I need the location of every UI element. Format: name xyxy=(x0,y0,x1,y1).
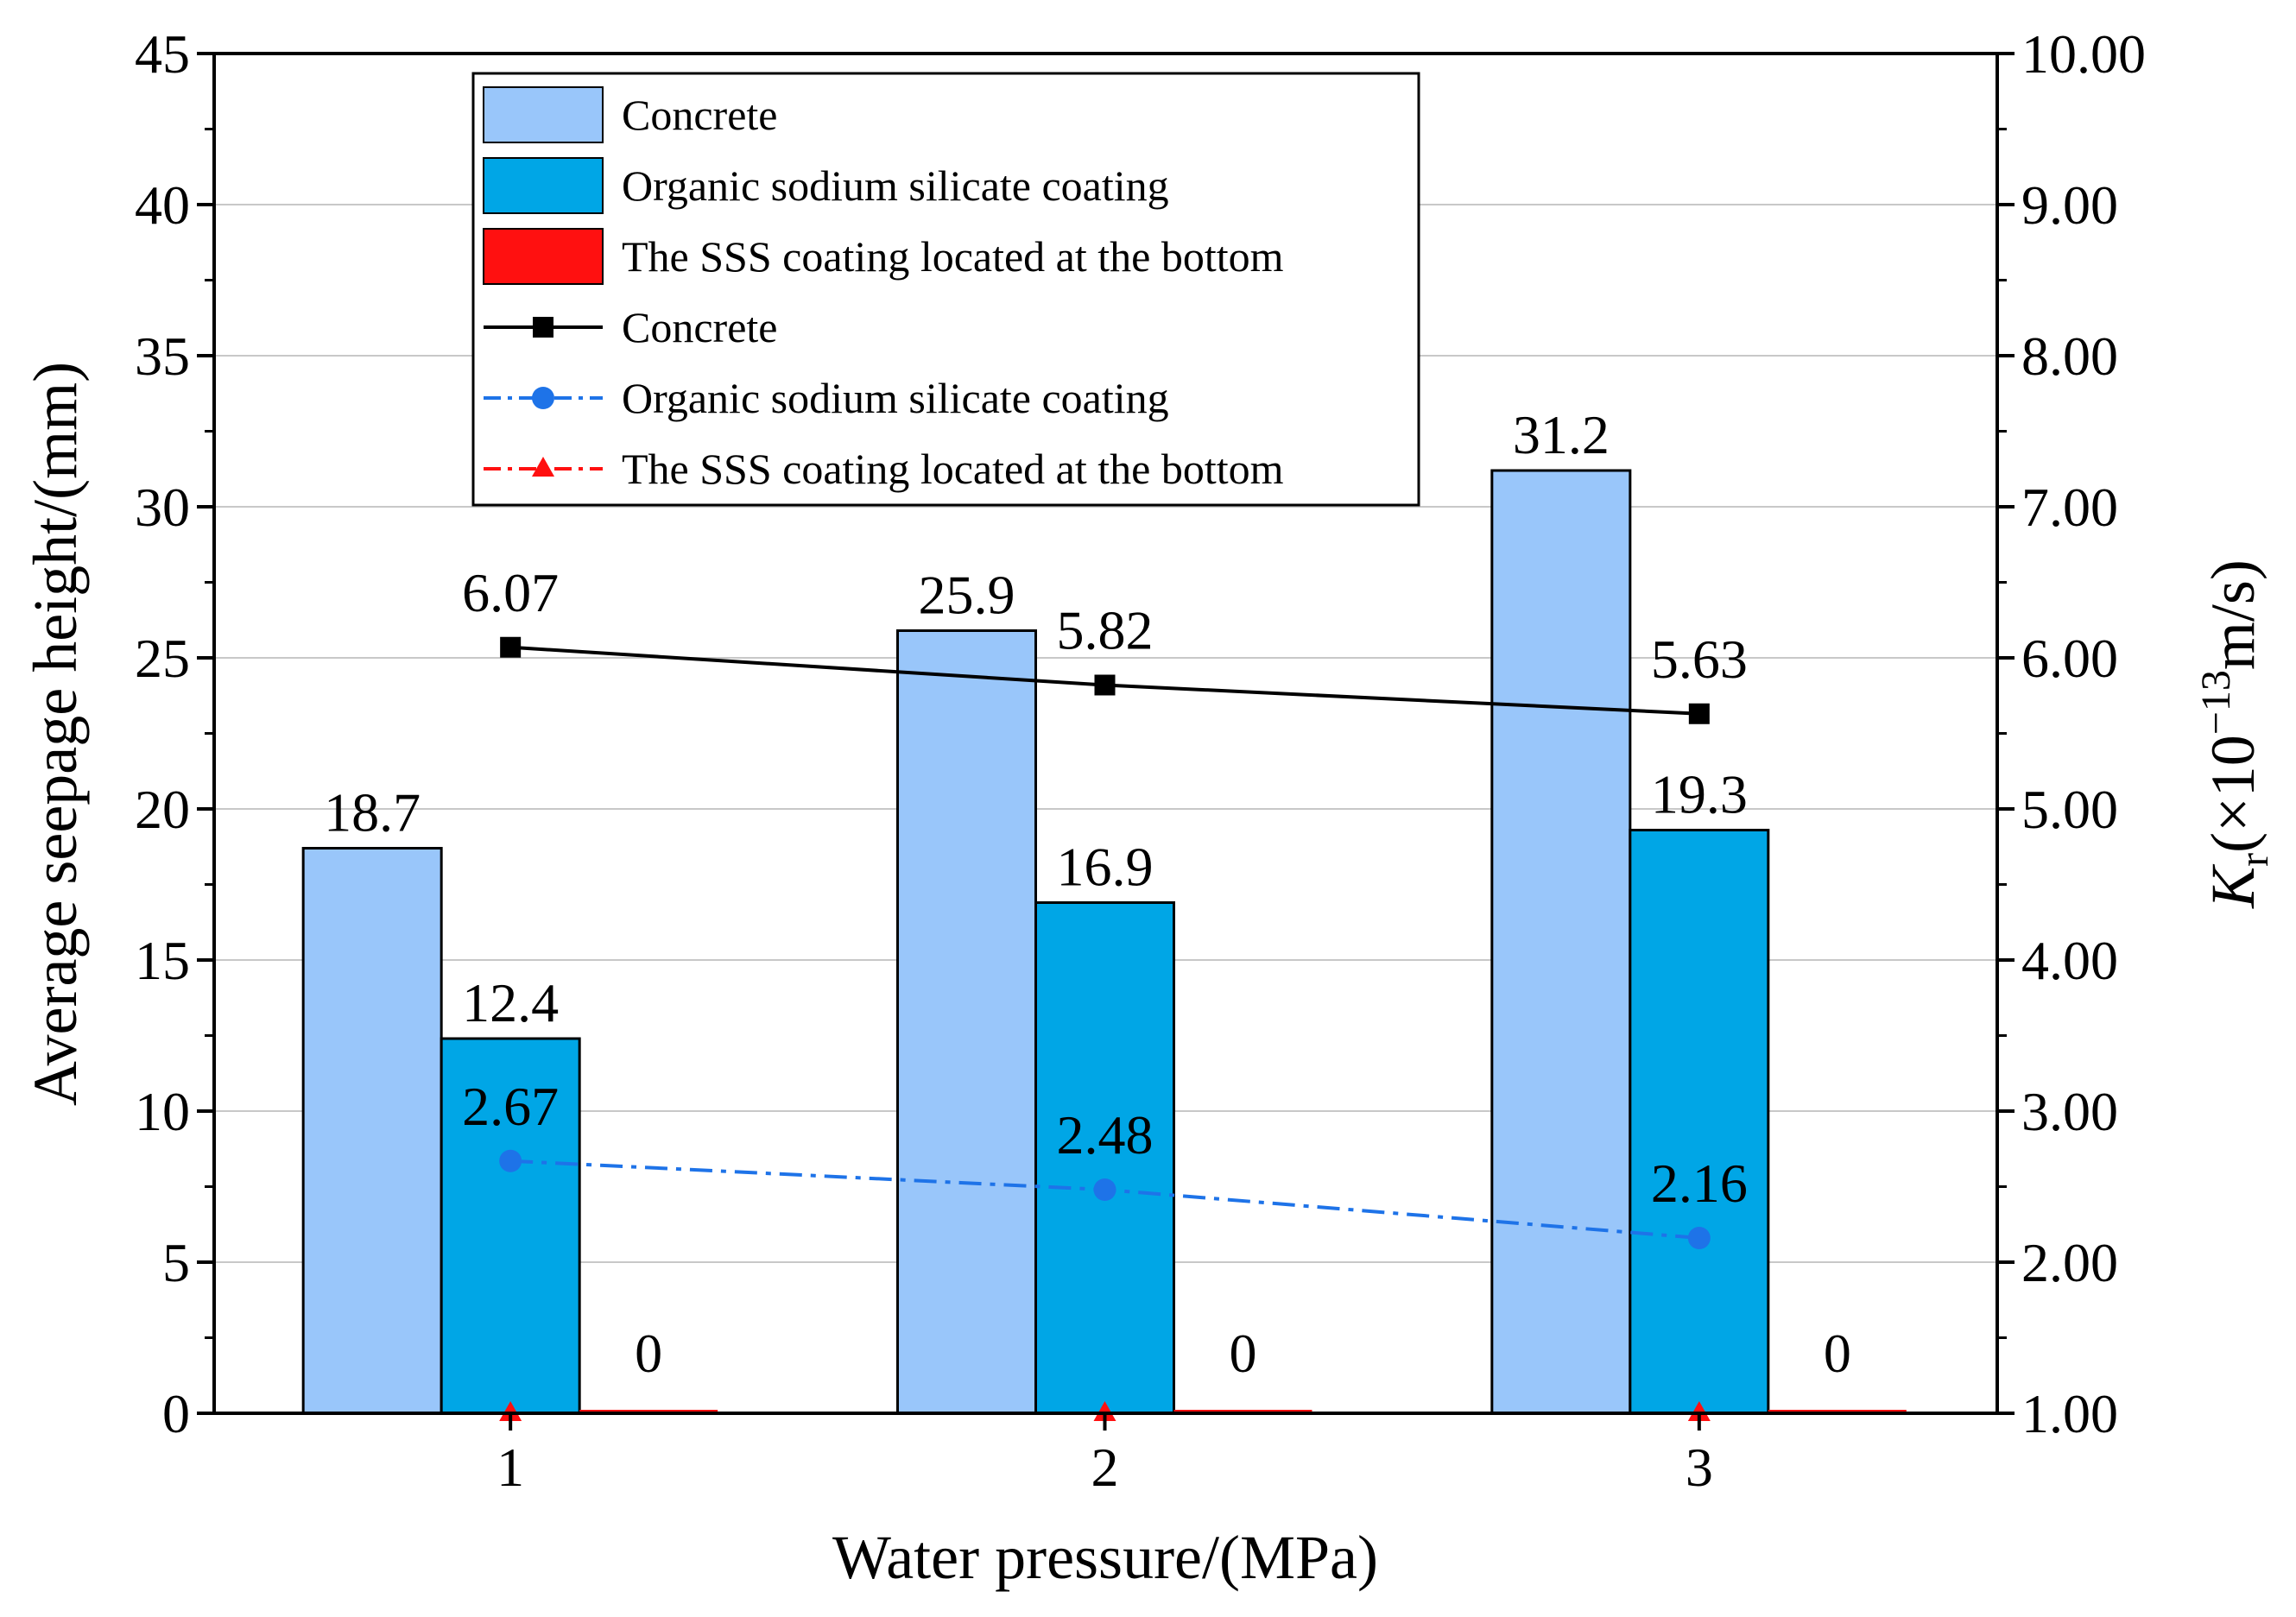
line-point xyxy=(1093,1401,1116,1421)
legend-swatch xyxy=(483,86,604,143)
y-tick-label: 15 xyxy=(135,930,190,991)
y2-tick-label: 2.00 xyxy=(2021,1232,2118,1293)
bar-2 xyxy=(1034,901,1175,1415)
line-value-label: 2.48 xyxy=(1057,1104,1154,1165)
bar-1 xyxy=(896,629,1037,1415)
y-tick-label: 40 xyxy=(135,174,190,236)
y-tick-label: 25 xyxy=(135,628,190,689)
y2-title-sup: −13 xyxy=(2193,670,2239,735)
line-point xyxy=(499,1149,522,1172)
legend-swatch xyxy=(483,228,604,285)
y-tick-label: 30 xyxy=(135,477,190,538)
legend-marker xyxy=(532,457,554,477)
bar-1 xyxy=(301,847,443,1415)
y2-tick-label: 1.00 xyxy=(2021,1383,2118,1444)
bar-value-label: 25.9 xyxy=(919,565,1015,626)
y2-title-post: m/s) xyxy=(2198,559,2268,670)
bar-value-label: 19.3 xyxy=(1651,764,1748,825)
y2-title-base: K xyxy=(2198,863,2268,909)
legend-label: Organic sodium silicate coating xyxy=(622,161,1169,210)
y2-tick-label: 9.00 xyxy=(2021,174,2118,236)
line-value-label: 6.07 xyxy=(462,562,559,623)
y2-tick-label: 10.00 xyxy=(2021,23,2146,85)
y-axis-title: Average seepage height/(mm) xyxy=(21,362,90,1106)
y2-title-pre: (×10 xyxy=(2198,735,2268,853)
y2-tick-label: 3.00 xyxy=(2021,1081,2118,1142)
y-tick-label: 20 xyxy=(135,779,190,840)
bar-1 xyxy=(1490,469,1632,1415)
bar-2 xyxy=(440,1037,581,1415)
bar-value-label: 18.7 xyxy=(324,782,421,843)
legend-label: The SSS coating located at the bottom xyxy=(622,232,1284,281)
line-value-label: 5.82 xyxy=(1057,600,1154,661)
legend-label: Concrete xyxy=(622,303,777,351)
y2-tick-label: 5.00 xyxy=(2021,779,2118,840)
x-axis-title: Water pressure/(MPa) xyxy=(832,1523,1378,1592)
y-tick-label: 35 xyxy=(135,325,190,387)
legend-swatch xyxy=(483,157,604,214)
y2-axis-title: Kr(×10−13m/s) xyxy=(2193,559,2277,909)
line-point xyxy=(1688,703,1710,724)
legend-label: The SSS coating located at the bottom xyxy=(622,445,1284,493)
line-point xyxy=(1687,1227,1711,1249)
bar-value-label: 0 xyxy=(1824,1323,1851,1384)
bar-value-label: 12.4 xyxy=(462,972,559,1033)
line-value-label: 2.67 xyxy=(462,1076,559,1137)
line-value-label: 2.16 xyxy=(1651,1153,1748,1214)
bars xyxy=(301,469,1907,1415)
line-value-label: 5.63 xyxy=(1651,628,1748,690)
y-tick-label: 5 xyxy=(162,1232,190,1293)
line-point xyxy=(500,636,522,658)
x-tick-label: 2 xyxy=(1091,1437,1119,1498)
bar-value-label: 31.2 xyxy=(1513,404,1610,465)
y2-title-sub: r xyxy=(2231,853,2277,867)
bar-value-label: 16.9 xyxy=(1057,837,1154,898)
axes: 0510152025303540451.002.003.004.005.006.… xyxy=(135,23,2146,1498)
bar-value-label: 0 xyxy=(1230,1323,1257,1384)
x-tick-label: 1 xyxy=(497,1437,524,1498)
y2-tick-label: 4.00 xyxy=(2021,930,2118,991)
legend-marker xyxy=(532,387,554,409)
line-point xyxy=(1093,1178,1116,1201)
bar-2 xyxy=(1629,829,1770,1415)
line-point xyxy=(1687,1401,1711,1421)
y2-tick-label: 7.00 xyxy=(2021,477,2118,538)
data-labels: 18.7 25.9 31.2 12.4 16.9 19.3 0 0 0 6.07 5.82 5.63 2… xyxy=(324,404,1851,1384)
y2-tick-label: 6.00 xyxy=(2021,628,2118,689)
bar-value-label: 0 xyxy=(635,1323,662,1384)
legend: Concrete Organic sodium silicate coating T… xyxy=(471,72,1420,507)
y2-tick-label: 8.00 xyxy=(2021,325,2118,387)
y-tick-label: 45 xyxy=(135,23,190,85)
y-tick-label: 10 xyxy=(135,1081,190,1142)
legend-marker xyxy=(533,317,553,338)
line-point xyxy=(1094,674,1116,696)
line-point xyxy=(499,1401,522,1421)
legend-box xyxy=(471,72,1420,507)
legend-label: Organic sodium silicate coating xyxy=(622,374,1169,422)
x-tick-label: 3 xyxy=(1686,1437,1713,1498)
y-tick-label: 0 xyxy=(162,1383,190,1444)
legend-label: Concrete xyxy=(622,91,777,139)
